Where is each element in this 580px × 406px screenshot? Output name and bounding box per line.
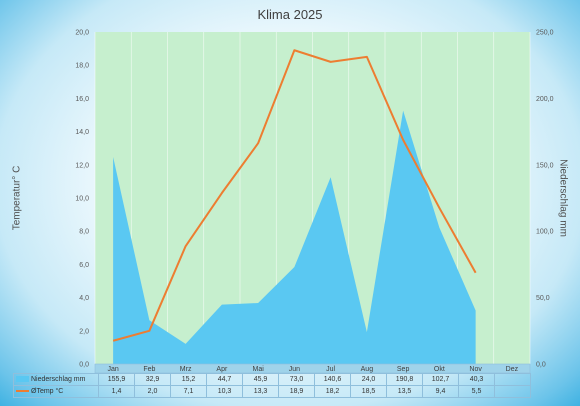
y-tick-label-left: 10,0: [75, 196, 89, 203]
temperature-line: [112, 49, 477, 342]
table-cell: 1,4: [98, 385, 135, 398]
y-tick-label-right: 200,0: [536, 96, 554, 103]
table-cell: 10,3: [206, 385, 243, 398]
chart-title: Klima 2025: [257, 7, 323, 22]
x-tick-label: Jun: [289, 366, 300, 373]
y-tick-label-left: 12,0: [75, 162, 89, 169]
table-cell: 7,1: [170, 385, 207, 398]
table-cell: 32,9: [134, 373, 171, 386]
precipitation-swatch: [16, 376, 29, 383]
y-tick-label-right: 250,0: [536, 30, 554, 37]
x-tick-label: Okt: [434, 366, 445, 373]
table-row-temperature: ØTemp °C 1,4 2,0 7,1 10,3 13,3 18,9 18,2…: [13, 385, 531, 398]
x-tick-label: Sep: [397, 366, 410, 373]
y-tick-label-left: 0,0: [79, 362, 89, 369]
y-tick-label-left: 20,0: [75, 30, 89, 37]
table-cell: 190,8: [386, 373, 423, 386]
x-tick-label: Feb: [143, 366, 155, 373]
y-tick-label-left: 8,0: [79, 229, 89, 236]
table-cell: 40,3: [458, 373, 495, 386]
table-cell: 18,9: [278, 385, 315, 398]
table-cell: [494, 385, 531, 398]
x-tick-label: Mai: [252, 366, 264, 373]
y-tick-label-left: 6,0: [79, 262, 89, 269]
table-cell: 18,2: [314, 385, 351, 398]
table-cell: 44,7: [206, 373, 243, 386]
table-cell: 140,6: [314, 373, 351, 386]
table-cell: 45,9: [242, 373, 279, 386]
temperature-line-swatch: [16, 390, 29, 393]
table-cell: 102,7: [422, 373, 459, 386]
table-cell: 2,0: [134, 385, 171, 398]
table-cell: 5,5: [458, 385, 495, 398]
table-cell: [494, 373, 531, 386]
series-name-precipitation: Niederschlag mm: [31, 376, 86, 383]
table-cell: 13,5: [386, 385, 423, 398]
x-tick-label: Nov: [469, 366, 482, 373]
y-tick-label-left: 16,0: [75, 96, 89, 103]
y-tick-label-left: 2,0: [79, 328, 89, 335]
x-tick-label: Jan: [107, 366, 118, 373]
x-tick-label: Dez: [506, 366, 519, 373]
x-tick-label: Apr: [216, 366, 228, 373]
category-header-band: [94, 363, 531, 374]
y-tick-label-left: 14,0: [75, 129, 89, 136]
data-table: Niederschlag mm 155,9 32,9 15,2 44,7 45,…: [13, 373, 531, 398]
y-tick-label-right: 100,0: [536, 229, 554, 236]
x-tick-label: Aug: [361, 366, 374, 373]
y-tick-label-left: 4,0: [79, 295, 89, 302]
legend-key-temperature: ØTemp °C: [13, 385, 99, 398]
series-name-temperature: ØTemp °C: [31, 388, 64, 395]
table-cell: 13,3: [242, 385, 279, 398]
x-tick-label: Mrz: [180, 366, 192, 373]
table-cell: 18,5: [350, 385, 387, 398]
y-tick-label-right: 50,0: [536, 295, 550, 302]
y-tick-label-right: 0,0: [536, 362, 546, 369]
table-cell: 155,9: [98, 373, 135, 386]
table-cell: 73,0: [278, 373, 315, 386]
y-tick-label-right: 150,0: [536, 162, 554, 169]
table-cell: 9,4: [422, 385, 459, 398]
table-cell: 15,2: [170, 373, 207, 386]
table-cell: 24,0: [350, 373, 387, 386]
x-tick-label: Jul: [326, 366, 335, 373]
table-row-precipitation: Niederschlag mm 155,9 32,9 15,2 44,7 45,…: [13, 373, 531, 386]
legend-key-precipitation: Niederschlag mm: [13, 373, 99, 386]
y-tick-label-left: 18,0: [75, 63, 89, 70]
precipitation-area: [113, 110, 476, 364]
